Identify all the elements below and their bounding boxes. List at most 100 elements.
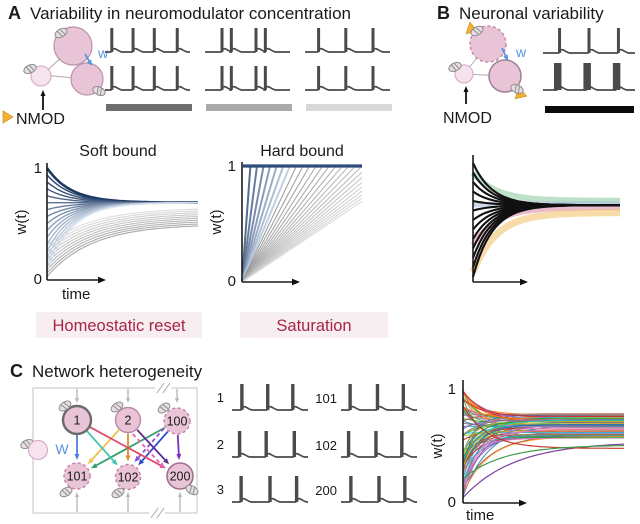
panel-b-weight-label: w	[515, 44, 527, 60]
line	[113, 490, 120, 497]
ellipse	[470, 25, 484, 37]
node-label: 200	[170, 470, 191, 484]
axon-terminal-glyph	[470, 25, 484, 37]
line	[64, 488, 71, 494]
weight-trace	[462, 420, 624, 468]
box-break	[155, 383, 171, 393]
neuron-pre	[30, 65, 52, 87]
network-diagram: 1 2 100 101 102 200 W	[20, 382, 199, 519]
neuron-post	[488, 59, 522, 93]
node-label: 102	[118, 471, 139, 485]
homeostatic-reset-text: Homeostatic reset	[53, 317, 186, 335]
network-node	[114, 463, 142, 491]
network-node	[63, 462, 91, 490]
node-label: 2	[125, 414, 132, 428]
arrowhead-icon	[177, 492, 183, 497]
network-node	[166, 462, 194, 490]
convergence-band	[469, 209, 620, 274]
arrowhead-icon	[158, 462, 165, 469]
arrowhead-icon	[74, 454, 80, 460]
weight-trace	[462, 419, 624, 461]
soft-gray-curve	[46, 217, 199, 264]
line	[22, 441, 29, 448]
panel-b-title: Neuronal variability	[459, 4, 604, 23]
line	[159, 406, 166, 412]
soft-gray-curve	[46, 214, 199, 257]
ellipse	[111, 487, 125, 499]
weight-trace	[471, 204, 620, 278]
break-slash	[156, 382, 165, 394]
node-label: 100	[167, 415, 188, 429]
line	[116, 489, 123, 495]
ellipse	[110, 401, 124, 413]
soft-gray-curve	[46, 216, 199, 260]
arrowhead-icon	[40, 90, 46, 96]
arrowhead-icon	[111, 459, 118, 466]
axon-terminal-glyph	[110, 401, 124, 413]
hard-bound-line	[241, 165, 363, 283]
line	[59, 29, 66, 35]
line	[63, 402, 70, 408]
hard-ytick-1: 1	[228, 158, 236, 175]
train-label: 200	[315, 483, 337, 498]
arrowhead-icon	[163, 458, 170, 465]
line	[96, 86, 99, 95]
soft-bound-title: Soft bound	[79, 143, 156, 160]
line	[517, 86, 520, 94]
panel-b-spike-trains	[543, 28, 635, 113]
train-label: 1	[217, 390, 224, 405]
spike-train-trace	[105, 47, 190, 53]
panel-a-nmod-label: NMOD	[16, 111, 65, 128]
axon-terminal-glyph	[448, 61, 462, 73]
panel-a-weight-label: w	[97, 45, 109, 61]
spike-train-trace	[305, 85, 390, 91]
arrowhead-icon	[503, 54, 508, 61]
line	[112, 405, 119, 411]
line	[61, 489, 68, 496]
soft-bound-curves	[45, 167, 199, 277]
arrow-shaft	[176, 434, 180, 456]
panel-c-ytick-1: 1	[448, 381, 456, 398]
network-node	[163, 407, 191, 435]
spike-train-trace	[205, 47, 290, 53]
line	[60, 404, 67, 410]
train-label: 2	[217, 437, 224, 452]
line	[115, 403, 122, 409]
arrowhead-icon	[125, 455, 131, 462]
line	[56, 30, 63, 37]
train-label: 102	[315, 438, 337, 453]
train-label: 101	[315, 391, 337, 406]
panel-c-curves	[462, 390, 625, 499]
ellipse	[58, 400, 72, 412]
nmod-concentration-bar	[106, 104, 192, 111]
hard-bound-line	[241, 171, 363, 283]
axon-terminal-glyph	[54, 27, 68, 39]
arrowhead-icon	[87, 458, 94, 465]
nmod-concentration-bar	[306, 104, 392, 111]
arrowhead-icon	[86, 59, 92, 66]
arrowhead-icon	[463, 86, 469, 92]
neuron-pre-network	[27, 439, 49, 461]
box-break	[149, 508, 165, 518]
weight-trace	[462, 424, 624, 469]
line	[450, 64, 457, 71]
spike-train-trace	[341, 405, 417, 411]
panel-b-circuit: NMOD w	[443, 21, 528, 127]
arrowhead-icon	[74, 398, 80, 403]
neuron-pre	[454, 64, 474, 84]
spike-train-trace	[341, 497, 417, 503]
spike-train-trace	[341, 452, 417, 458]
break-slash	[150, 507, 159, 519]
line	[475, 27, 482, 33]
saturation-badge	[240, 312, 388, 338]
spike-train-trace	[232, 452, 308, 458]
soft-gray-curve	[46, 221, 199, 271]
line	[29, 65, 35, 72]
arrowhead-icon	[134, 455, 141, 462]
panel-c-letter: C	[10, 361, 23, 381]
arrowhead-icon	[519, 499, 527, 507]
soft-gray-curve	[46, 208, 199, 246]
